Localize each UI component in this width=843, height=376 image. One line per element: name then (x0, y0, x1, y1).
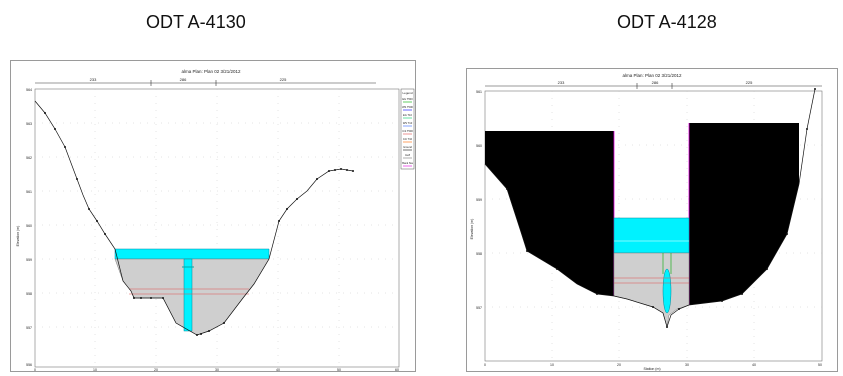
left-cross-section-plot: alma Plan: Plan 02 3/21/2012 233 286 225 (16, 69, 415, 372)
svg-text:560: 560 (26, 224, 32, 228)
svg-text:561: 561 (476, 90, 482, 94)
svg-text:563: 563 (26, 122, 32, 126)
svg-text:560: 560 (476, 144, 482, 148)
svg-text:556: 556 (26, 363, 32, 367)
right-ground-line (484, 88, 816, 329)
legend-item: Crit T500 (402, 129, 413, 133)
right-cross-section-panel: alma Plan: Plan 02 3/21/2012 233 286 225 (466, 68, 838, 372)
legend-item: EG T500 (402, 97, 413, 101)
svg-text:0: 0 (34, 368, 36, 371)
right-x-ticks: 0 10 20 30 40 50 (484, 363, 822, 367)
left-cross-section-panel: alma Plan: Plan 02 3/21/2012 233 286 225 (10, 60, 416, 372)
left-y-label: Elevation (m) (16, 226, 20, 247)
legend-item: WS T500 (402, 105, 413, 109)
svg-text:558: 558 (26, 292, 32, 296)
legend-item: WS T10 (403, 121, 413, 125)
left-plot-header: alma Plan: Plan 02 3/21/2012 (181, 69, 241, 74)
svg-text:10: 10 (550, 363, 554, 367)
svg-text:0: 0 (484, 363, 486, 367)
right-left-abutment (485, 131, 614, 296)
legend-item: Ineff (405, 153, 410, 157)
svg-text:559: 559 (476, 198, 482, 202)
left-legend: Legend EG T500 WS T500 EG T10 WS T10 Cri… (400, 88, 415, 170)
svg-text:20: 20 (154, 368, 158, 371)
left-y-ticks: 564 563 562 561 560 559 558 557 556 (26, 88, 32, 367)
right-x-label: Station (m) (643, 367, 660, 371)
left-ground-points (44, 112, 354, 336)
left-water-surface-band (114, 248, 270, 260)
svg-text:60: 60 (395, 368, 399, 371)
left-chart-title: ODT A-4130 (146, 12, 246, 32)
svg-text:558: 558 (476, 252, 482, 256)
right-ground-points (506, 88, 816, 328)
right-water-surface-band (613, 217, 690, 254)
right-top-tick-1: 233 (558, 80, 565, 85)
right-top-tick-3: 225 (746, 80, 753, 85)
svg-text:20: 20 (617, 363, 621, 367)
right-chart-title: ODT A-4128 (617, 12, 717, 32)
left-top-tick-2: 286 (180, 77, 187, 82)
svg-text:40: 40 (752, 363, 756, 367)
right-y-ticks: 561 560 559 558 557 (476, 90, 482, 310)
svg-text:30: 30 (215, 368, 219, 371)
legend-item: Bank Sta (402, 161, 413, 165)
legend-item: EG T10 (403, 113, 412, 117)
left-culvert-opening (183, 258, 193, 332)
svg-text:30: 30 (685, 363, 689, 367)
svg-text:50: 50 (818, 363, 822, 367)
legend-item: Ground (403, 145, 412, 149)
right-y-label: Elevation (m) (470, 219, 474, 240)
right-top-tick-2: 286 (652, 80, 659, 85)
right-culvert-opening (662, 268, 672, 314)
legend-item: Crit T10 (403, 137, 413, 141)
svg-text:561: 561 (26, 190, 32, 194)
svg-text:559: 559 (26, 258, 32, 262)
svg-text:10: 10 (93, 368, 97, 371)
svg-text:562: 562 (26, 156, 32, 160)
left-ground-line (34, 100, 354, 336)
svg-text:50: 50 (337, 368, 341, 371)
left-top-tick-3: 225 (280, 77, 287, 82)
right-plot-header: alma Plan: Plan 02 3/21/2012 (622, 73, 682, 78)
svg-text:557: 557 (476, 306, 482, 310)
right-right-abutment (689, 123, 799, 305)
svg-text:564: 564 (26, 88, 32, 92)
svg-text:40: 40 (276, 368, 280, 371)
left-top-tick-1: 233 (90, 77, 97, 82)
right-cross-section-plot: alma Plan: Plan 02 3/21/2012 233 286 225 (470, 73, 823, 371)
svg-text:557: 557 (26, 326, 32, 330)
legend-title: Legend (402, 91, 412, 95)
right-flow-area (613, 252, 690, 328)
left-x-ticks: 0 10 20 30 40 50 60 (34, 368, 399, 372)
right-plot-frame (484, 90, 823, 362)
